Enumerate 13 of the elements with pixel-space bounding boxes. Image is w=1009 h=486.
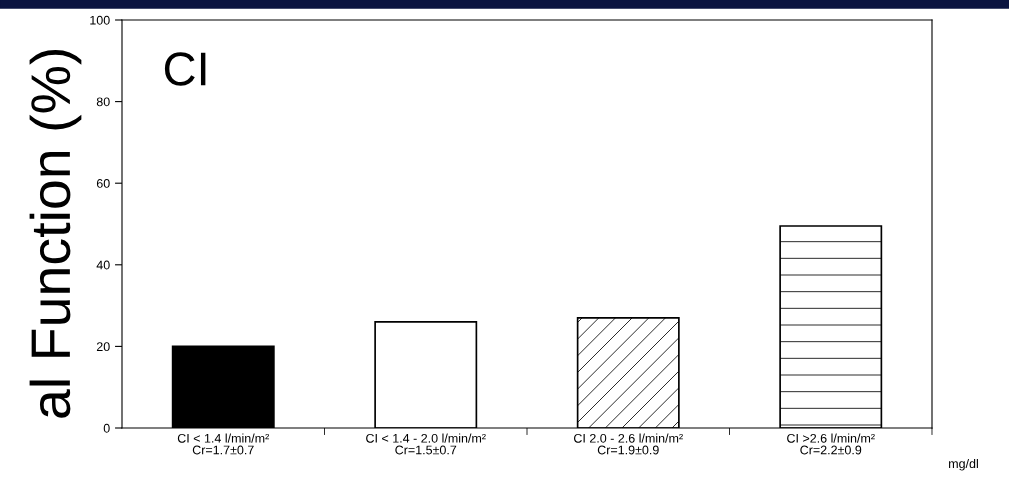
x-tick-label: CI >2.6 l/min/m² Cr=2.2±0.9 — [787, 433, 875, 455]
text: mg/dl — [949, 458, 978, 471]
x-tick-label: CI < 1.4 - 2.0 l/min/m² Cr=1.5±0.7 — [366, 433, 486, 455]
y-tick-label: 80 — [96, 97, 110, 107]
x-tick-label: CI < 1.4 l/min/m² Cr=1.7±0.7 — [177, 433, 270, 455]
y-tick-label: 40 — [96, 260, 110, 270]
x-tick-label: CI 2.0 - 2.6 l/min/m² Cr=1.9±0.9 — [574, 433, 683, 455]
y-axis-title: al Function (%) — [29, 49, 82, 418]
y-tick-label: 60 — [96, 179, 110, 188]
y-tick-label: 0 — [103, 423, 110, 433]
y-tick-label: 100 — [90, 15, 110, 25]
y-tick-label: 20 — [96, 342, 110, 352]
annotation: CI — [164, 52, 206, 86]
